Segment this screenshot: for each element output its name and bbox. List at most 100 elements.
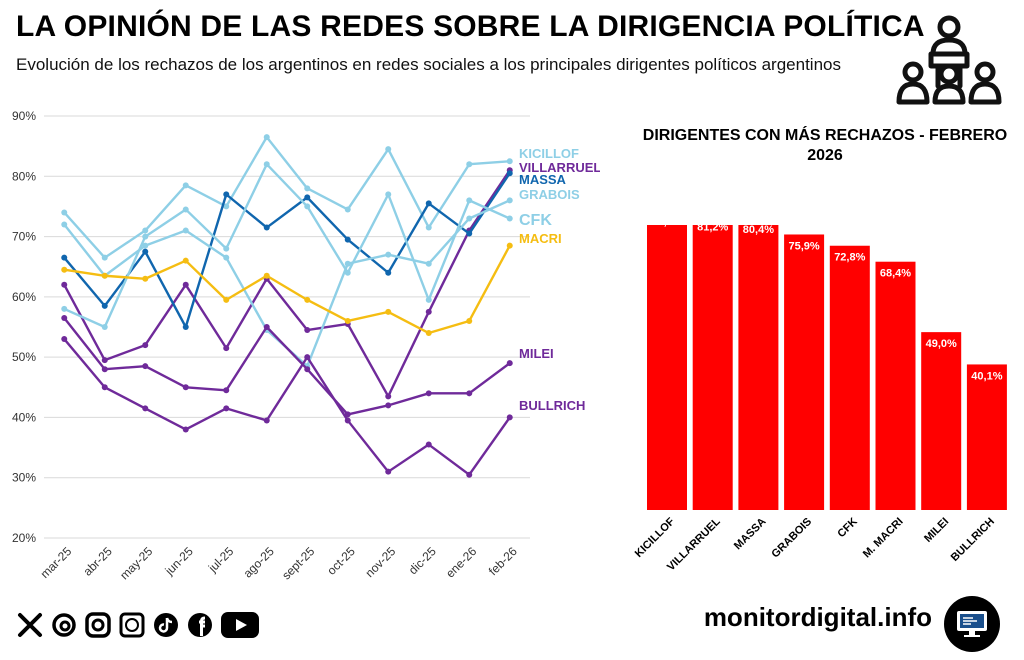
data-point-cfk — [263, 161, 270, 168]
page-subtitle: Evolución de los rechazos de los argenti… — [16, 55, 841, 74]
data-point-macri — [304, 296, 311, 303]
data-point-milei — [223, 387, 230, 394]
data-point-bullrich — [466, 471, 473, 478]
series-label: MASSA — [519, 172, 567, 187]
data-point-grabois — [142, 242, 149, 249]
data-point-macri — [182, 257, 189, 264]
tiktok-icon[interactable] — [152, 611, 180, 639]
bar — [829, 245, 870, 510]
monitor-logo-icon — [944, 596, 1000, 652]
x-tick-label: may-25 — [117, 544, 155, 582]
data-point-grabois — [61, 221, 68, 228]
data-point-grabois — [385, 251, 392, 258]
data-point-milei — [182, 384, 189, 391]
data-point-kicillof — [142, 227, 149, 234]
data-point-bullrich — [425, 441, 432, 448]
bar-category-label: GRABOIS — [769, 516, 814, 561]
bar — [921, 332, 962, 510]
youtube-icon[interactable] — [220, 611, 260, 639]
threads-icon[interactable] — [50, 611, 78, 639]
data-point-massa — [344, 236, 351, 243]
instagram-icon[interactable] — [84, 611, 112, 639]
data-point-massa — [466, 230, 473, 237]
data-point-villarruel — [61, 281, 68, 288]
data-point-milei — [101, 366, 108, 373]
data-point-massa — [142, 248, 149, 255]
series-line-bullrich — [63, 338, 511, 476]
bar-value-label: 81,2% — [697, 225, 728, 233]
data-point-grabois — [425, 260, 432, 267]
bar-category-label: M. MACRI — [861, 516, 906, 561]
data-point-massa — [182, 324, 189, 330]
data-point-villarruel — [101, 357, 108, 364]
data-point-bullrich — [385, 468, 392, 475]
y-tick-label: 50% — [12, 350, 36, 364]
data-point-cfk — [304, 203, 311, 210]
data-point-kicillof — [466, 161, 473, 168]
data-point-milei — [385, 402, 392, 409]
data-point-bullrich — [182, 426, 189, 433]
series-line-cfk — [63, 163, 511, 329]
bar-value-label: 82,6% — [651, 225, 682, 228]
data-point-macri — [142, 275, 149, 282]
data-point-grabois — [466, 215, 473, 222]
series-label: BULLRICH — [519, 398, 585, 413]
x-tick-label: ene-26 — [443, 544, 480, 581]
series-label: MILEI — [519, 346, 554, 361]
series-label: KICILLOF — [519, 146, 579, 161]
x-tick-label: ago-25 — [241, 544, 278, 581]
data-point-bullrich — [223, 405, 230, 412]
data-point-milei — [142, 363, 149, 370]
bar-value-label: 40,1% — [971, 370, 1002, 382]
series-line-milei — [63, 317, 511, 416]
data-point-bullrich — [506, 414, 513, 421]
bar-value-label: 80,4% — [743, 225, 774, 236]
series-line-massa — [63, 172, 511, 329]
data-point-bullrich — [304, 354, 311, 361]
y-tick-label: 60% — [12, 290, 36, 304]
facebook-icon[interactable] — [186, 611, 214, 639]
data-point-cfk — [506, 215, 513, 222]
y-tick-label: 40% — [12, 410, 36, 424]
bar — [875, 261, 916, 510]
bar — [692, 225, 733, 510]
bar-value-label: 49,0% — [926, 338, 957, 350]
data-point-macri — [466, 317, 473, 324]
x-tick-label: sept-25 — [279, 544, 317, 582]
y-tick-label: 20% — [12, 531, 36, 545]
x-tick-label: oct-25 — [324, 544, 358, 578]
bar-value-label: 68,4% — [880, 268, 911, 280]
series-line-macri — [64, 245, 511, 335]
data-point-cfk — [344, 269, 351, 276]
data-point-cfk — [223, 245, 230, 252]
data-point-grabois — [506, 197, 513, 204]
data-point-cfk — [425, 296, 432, 303]
app-icon[interactable] — [118, 611, 146, 639]
data-point-kicillof — [101, 254, 108, 261]
data-point-massa — [101, 302, 108, 309]
data-point-kicillof — [385, 146, 392, 153]
data-point-massa — [385, 269, 392, 276]
data-point-cfk — [466, 197, 473, 204]
site-name[interactable]: monitordigital.info — [703, 602, 932, 632]
data-point-massa — [425, 200, 432, 207]
bar-value-label: 75,9% — [788, 240, 819, 252]
audience-podium-icon — [896, 15, 1002, 105]
data-point-bullrich — [61, 336, 68, 343]
series-line-villarruel — [63, 169, 511, 398]
x-icon[interactable] — [16, 611, 44, 639]
bar — [966, 364, 1007, 510]
data-point-macri — [223, 296, 230, 303]
bar — [738, 225, 779, 510]
data-point-kicillof — [344, 206, 351, 213]
bar-chart-title: DIRIGENTES CON MÁS RECHAZOS - FEBRERO 20… — [642, 127, 1008, 164]
data-point-macri — [385, 308, 392, 315]
data-point-macri — [101, 272, 108, 279]
data-point-massa — [304, 194, 311, 201]
data-point-massa — [223, 191, 230, 198]
bar-category-label: MILEI — [922, 516, 951, 545]
social-icons — [16, 608, 260, 642]
data-point-milei — [506, 360, 513, 367]
data-point-grabois — [223, 254, 230, 261]
x-tick-label: jul-25 — [205, 544, 237, 576]
